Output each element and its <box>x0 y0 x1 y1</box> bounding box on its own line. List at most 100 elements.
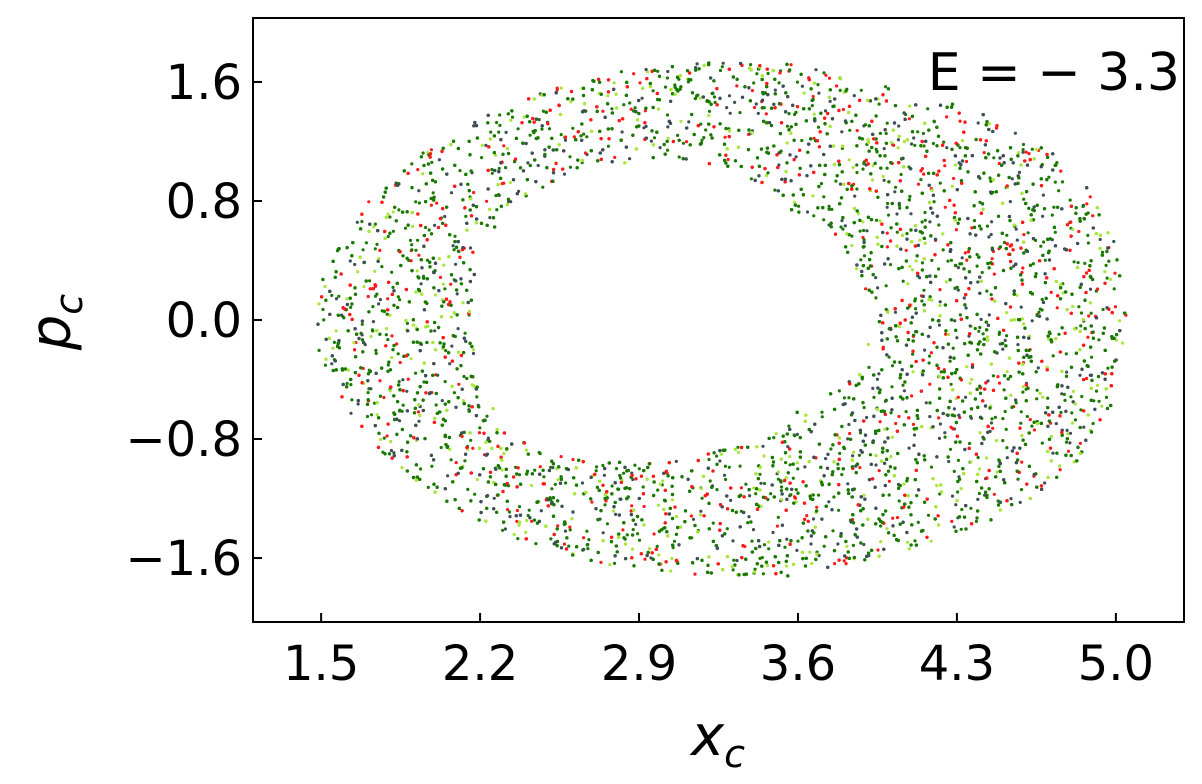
scatter-point <box>994 439 999 443</box>
scatter-point <box>753 567 757 571</box>
scatter-point <box>791 476 795 480</box>
scatter-point <box>908 264 912 268</box>
scatter-point <box>352 341 356 345</box>
scatter-point <box>850 234 854 238</box>
scatter-point <box>461 301 465 305</box>
scatter-point <box>929 539 933 543</box>
scatter-point <box>991 374 996 378</box>
scatter-point <box>952 469 956 473</box>
scatter-point <box>863 123 868 127</box>
scatter-point <box>958 119 962 123</box>
scatter-point <box>739 486 744 490</box>
scatter-point <box>922 144 926 148</box>
scatter-point <box>371 320 375 324</box>
scatter-point <box>831 529 835 533</box>
scatter-point <box>964 159 969 164</box>
scatter-point <box>959 487 963 491</box>
scatter-point <box>614 512 618 517</box>
scatter-point <box>884 85 888 89</box>
scatter-point <box>658 482 662 486</box>
scatter-point <box>970 226 974 230</box>
scatter-point <box>446 474 450 478</box>
scatter-point <box>941 232 945 236</box>
scatter-point <box>1064 440 1069 444</box>
scatter-point <box>794 500 798 504</box>
scatter-point <box>512 532 516 537</box>
scatter-point <box>907 117 911 121</box>
scatter-point <box>979 317 983 321</box>
scatter-point <box>986 335 990 339</box>
scatter-point <box>670 498 675 502</box>
scatter-point <box>356 270 360 274</box>
scatter-point <box>945 115 949 119</box>
scatter-point <box>862 254 867 258</box>
scatter-point <box>865 415 869 420</box>
scatter-point <box>433 329 437 333</box>
scatter-point <box>388 389 392 393</box>
scatter-point <box>822 71 826 75</box>
scatter-point <box>644 67 648 72</box>
scatter-point <box>788 463 792 467</box>
scatter-point <box>929 351 934 355</box>
scatter-point <box>956 458 961 462</box>
scatter-point <box>582 132 586 136</box>
scatter-point <box>562 172 567 176</box>
scatter-point <box>1053 180 1057 184</box>
scatter-point <box>901 383 905 387</box>
scatter-point <box>840 473 844 477</box>
scatter-point <box>1005 456 1009 460</box>
scatter-point <box>803 465 807 469</box>
scatter-point <box>612 81 616 85</box>
scatter-point <box>928 415 932 419</box>
scatter-point <box>1060 392 1064 396</box>
scatter-point <box>541 185 545 189</box>
scatter-point <box>704 128 708 132</box>
scatter-point <box>882 147 886 151</box>
scatter-point <box>355 220 359 224</box>
scatter-point <box>392 451 396 455</box>
scatter-point <box>594 469 598 473</box>
scatter-point <box>571 126 575 130</box>
scatter-point <box>1008 200 1012 204</box>
scatter-point <box>811 517 816 521</box>
scatter-point <box>914 259 918 263</box>
scatter-point <box>699 487 704 491</box>
scatter-point <box>764 112 768 116</box>
scatter-point <box>466 487 470 491</box>
scatter-point <box>1002 240 1007 245</box>
scatter-point <box>417 189 421 193</box>
scatter-point <box>471 351 476 356</box>
scatter-point <box>611 509 616 513</box>
scatter-point <box>884 284 888 288</box>
scatter-point <box>982 151 986 155</box>
scatter-point <box>480 143 484 147</box>
scatter-point <box>1021 150 1025 154</box>
scatter-point <box>378 298 382 302</box>
scatter-point <box>1043 258 1047 262</box>
scatter-point <box>847 396 851 400</box>
scatter-point <box>534 542 538 546</box>
scatter-point <box>386 338 390 342</box>
scatter-point <box>920 220 924 224</box>
scatter-point <box>862 493 866 497</box>
scatter-point <box>809 542 813 546</box>
scatter-point <box>595 465 599 469</box>
scatter-point <box>721 61 725 65</box>
scatter-point <box>567 544 571 548</box>
scatter-point <box>1022 197 1026 201</box>
scatter-point <box>728 111 732 115</box>
scatter-point <box>631 528 635 532</box>
scatter-point <box>937 416 941 420</box>
scatter-point <box>1022 322 1026 326</box>
scatter-point <box>586 547 590 551</box>
scatter-point <box>720 65 724 69</box>
scatter-point <box>360 219 364 224</box>
scatter-point <box>614 467 619 471</box>
scatter-point <box>502 144 506 148</box>
scatter-point <box>700 496 704 500</box>
scatter-point <box>736 445 740 449</box>
scatter-point <box>993 415 998 419</box>
scatter-point <box>1041 193 1045 197</box>
scatter-point <box>776 477 781 481</box>
scatter-point <box>885 231 889 235</box>
